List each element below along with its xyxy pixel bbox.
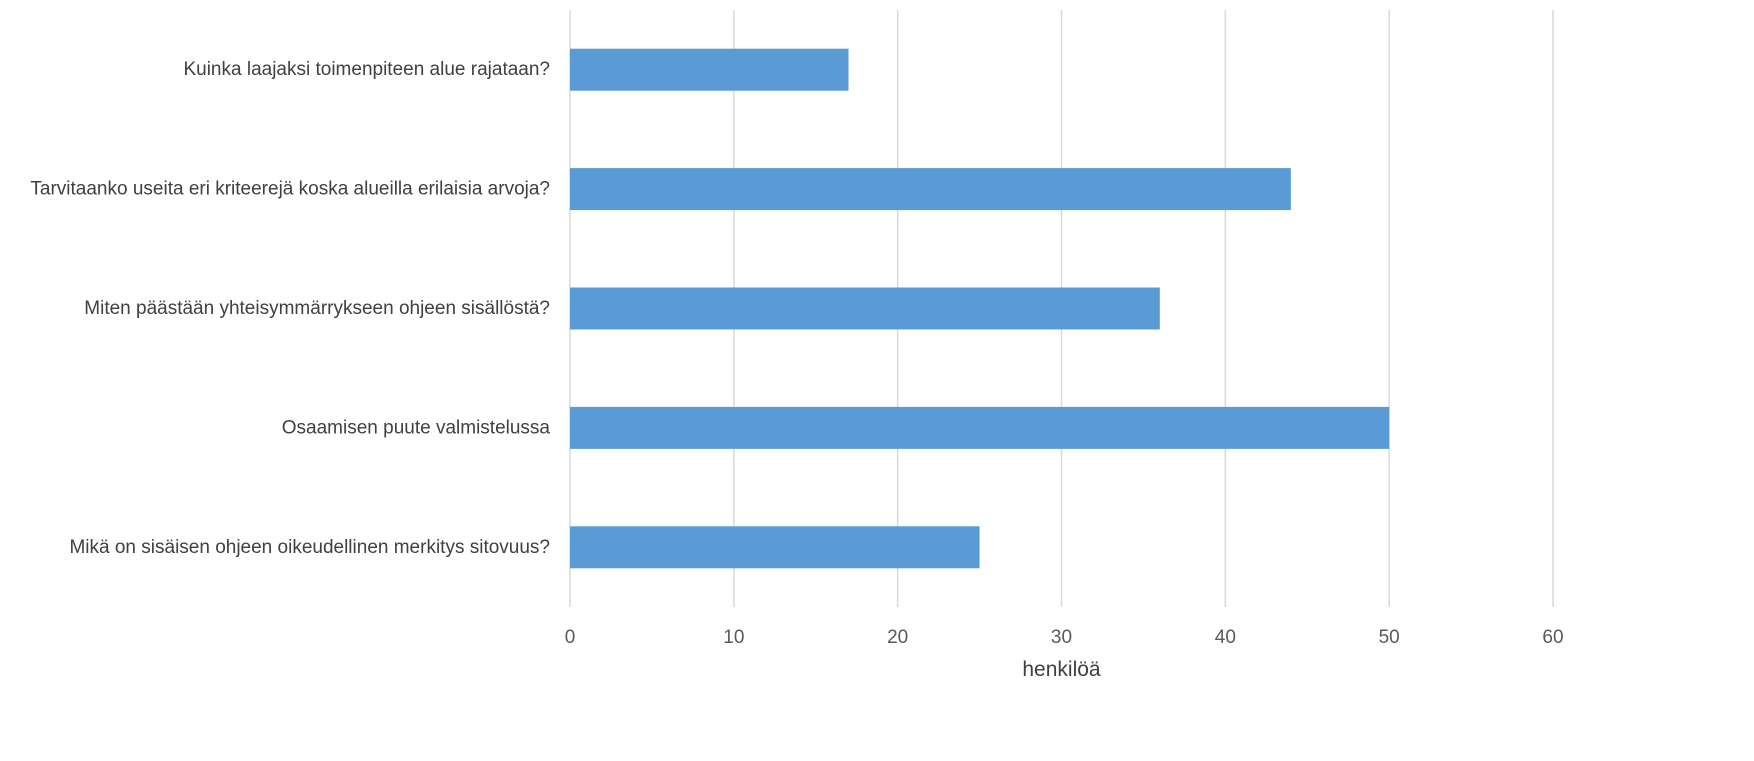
category-label: Miten päästään yhteisymmärrykseen ohjeen… (84, 298, 550, 319)
x-tick-label: 40 (1215, 627, 1236, 648)
x-tick-label: 0 (565, 627, 576, 648)
category-label: Tarvitaanko useita eri kriteerejä koska … (30, 179, 550, 200)
bars (570, 48, 1390, 569)
x-tick-label: 20 (887, 627, 908, 648)
category-label: Mikä on sisäisen ohjeen oikeudellinen me… (69, 537, 550, 558)
bar (570, 526, 980, 569)
bar (570, 48, 849, 91)
x-axis-tick-labels: 0 10 20 30 40 50 60 (565, 627, 1564, 648)
bar (570, 168, 1291, 211)
x-tick-label: 60 (1542, 627, 1563, 648)
bar (570, 406, 1390, 449)
x-tick-label: 10 (723, 627, 744, 648)
category-labels: Kuinka laajaksi toimenpiteen alue rajata… (30, 59, 550, 558)
x-tick-label: 50 (1379, 627, 1400, 648)
category-label: Kuinka laajaksi toimenpiteen alue rajata… (183, 59, 550, 80)
bar (570, 287, 1160, 330)
x-axis-title: henkilöä (1022, 658, 1101, 681)
x-tick-label: 30 (1051, 627, 1072, 648)
category-label: Osaamisen puute valmistelussa (282, 417, 551, 438)
